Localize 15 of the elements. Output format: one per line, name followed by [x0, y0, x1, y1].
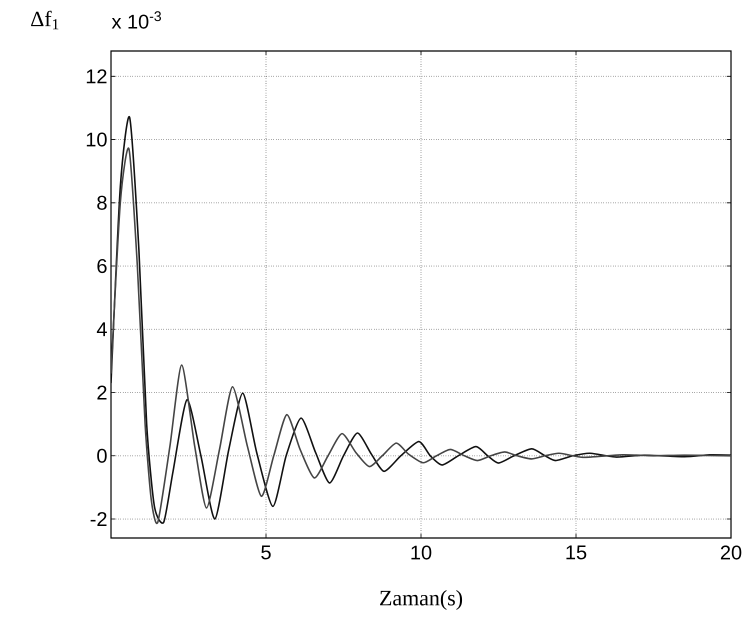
x-tick-label: 15	[566, 546, 586, 560]
x-tick-label: 5	[261, 546, 271, 560]
y-tick-label: 0	[97, 448, 107, 463]
x-tick-label: 20	[720, 546, 742, 560]
x-tick-label: 10	[411, 546, 432, 560]
y-tick-label: 6	[97, 258, 107, 274]
y-tick-label: 2	[97, 386, 106, 400]
y-axis-title: Δf$_{1}$	[31, 10, 58, 30]
x-axis-title: Zaman(s)	[380, 590, 462, 610]
text: x 10$^{-3}$	[112, 11, 161, 29]
y-tick-label: 12	[86, 69, 106, 84]
y-tick-label: 4	[96, 322, 107, 336]
y-tick-label: 10	[86, 132, 107, 147]
y-tick-label: -2	[90, 512, 106, 526]
y-tick-label: 8	[97, 196, 107, 210]
